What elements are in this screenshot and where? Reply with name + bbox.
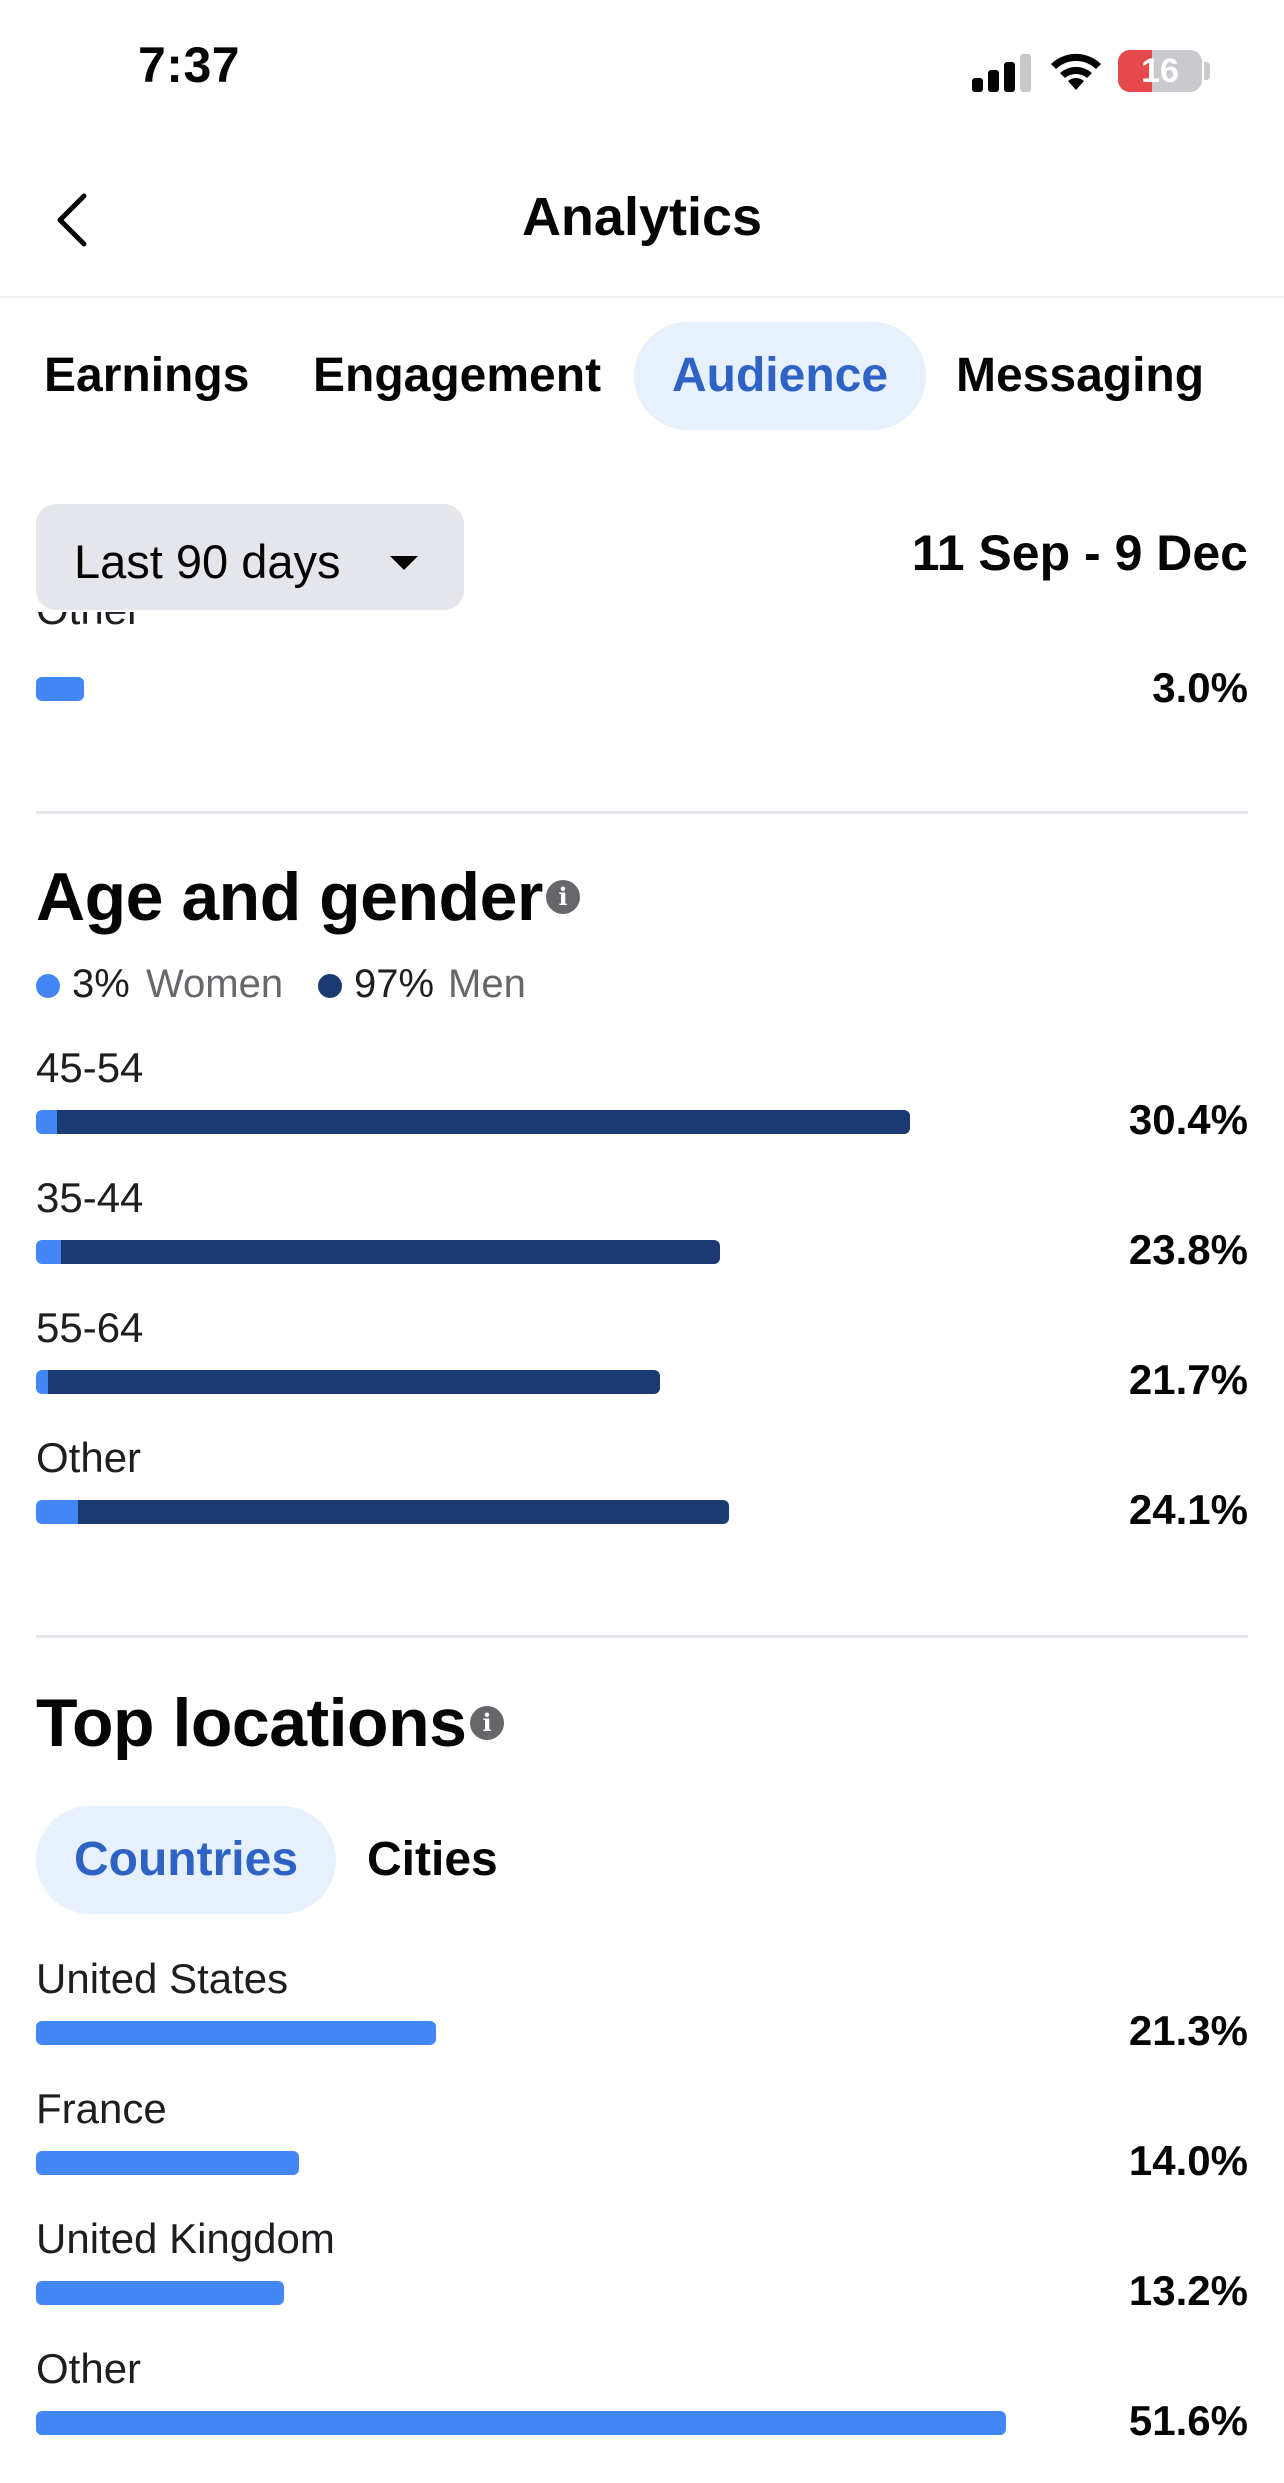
location-row-label: France xyxy=(36,2085,167,2132)
age-row-bar xyxy=(36,1240,720,1264)
women-legend-value: 3% xyxy=(72,962,130,1006)
location-row-percent: 13.2% xyxy=(1128,2267,1248,2314)
age-row-percent: 30.4% xyxy=(1128,1096,1248,1143)
page-title: Analytics xyxy=(521,187,763,247)
age-row-bar xyxy=(36,1370,660,1394)
location-row-percent: 51.6% xyxy=(1128,2397,1248,2444)
wifi-icon xyxy=(1051,53,1101,90)
prev-row-percent: 3.0% xyxy=(1152,664,1248,711)
location-row-bar xyxy=(36,2281,284,2305)
location-row-bar-fill xyxy=(36,2021,436,2045)
age-row-bar-men xyxy=(57,1110,910,1134)
status-time: 7:37 xyxy=(138,37,241,93)
age-row-label: 55-64 xyxy=(36,1304,144,1351)
age-row-label: 45-54 xyxy=(36,1044,144,1091)
age-row-bar xyxy=(36,1110,910,1134)
location-row-label: Other xyxy=(36,2345,142,2392)
age-row-bar-men xyxy=(61,1240,720,1264)
header-divider xyxy=(0,296,1284,298)
location-row-bar-fill xyxy=(36,2411,1006,2435)
tab-engagement[interactable]: Engagement xyxy=(313,349,602,402)
location-row-bar-fill xyxy=(36,2151,299,2175)
top-locations-info-icon[interactable]: i xyxy=(470,1706,504,1740)
age-row-bar-women xyxy=(36,1110,57,1134)
location-row-label: United States xyxy=(36,1955,289,2002)
location-row-bar xyxy=(36,2021,436,2045)
tab-audience[interactable]: Audience xyxy=(634,322,927,430)
tab-earnings[interactable]: Earnings xyxy=(44,349,250,402)
prev-row-bar-fill xyxy=(36,677,84,701)
age-row-bar-men xyxy=(48,1370,660,1394)
age-row-bar-women xyxy=(36,1500,78,1524)
location-row-bar xyxy=(36,2411,1006,2435)
age-row-percent: 24.1% xyxy=(1128,1486,1248,1533)
age-gender-info-icon[interactable]: i xyxy=(546,880,580,914)
caret-down-icon xyxy=(390,556,418,570)
battery-level: 16 xyxy=(1141,52,1179,90)
date-range-text: 11 Sep - 9 Dec xyxy=(911,525,1248,581)
women-legend-label: Women xyxy=(146,962,284,1006)
age-row-bar-women xyxy=(36,1370,48,1394)
men-legend-dot xyxy=(318,974,342,998)
age-gender-title: Age and gender xyxy=(36,859,543,935)
battery-icon: 16 xyxy=(1118,50,1202,92)
age-row-percent: 23.8% xyxy=(1128,1226,1248,1273)
location-row-bar xyxy=(36,2151,299,2175)
prev-section-clipped: Other xyxy=(0,612,1284,652)
battery-tip xyxy=(1204,62,1210,80)
section-divider xyxy=(36,1635,1248,1638)
age-row-bar xyxy=(36,1500,729,1524)
age-row-label: 35-44 xyxy=(36,1174,144,1221)
location-row-bar-fill xyxy=(36,2281,284,2305)
subtab-countries[interactable]: Countries xyxy=(36,1806,337,1914)
age-row-percent: 21.7% xyxy=(1128,1356,1248,1403)
men-legend-value: 97% xyxy=(354,962,435,1006)
age-row-label: Other xyxy=(36,1434,142,1481)
men-legend-label: Men xyxy=(448,962,526,1006)
location-row-percent: 14.0% xyxy=(1128,2137,1248,2184)
back-chevron-icon[interactable] xyxy=(52,190,92,250)
cellular-signal-icon xyxy=(972,52,1032,92)
date-range-dropdown[interactable]: Last 90 days xyxy=(36,504,464,610)
subtab-cities[interactable]: Cities xyxy=(367,1833,498,1886)
age-row-bar-women xyxy=(36,1240,61,1264)
location-row-label: United Kingdom xyxy=(36,2215,335,2262)
location-row-percent: 21.3% xyxy=(1128,2007,1248,2054)
women-legend-dot xyxy=(36,974,60,998)
section-divider xyxy=(36,811,1248,814)
top-locations-title: Top locations xyxy=(36,1685,467,1761)
tab-messaging[interactable]: Messaging xyxy=(956,349,1205,402)
prev-row-bar xyxy=(36,677,84,701)
age-row-bar-men xyxy=(78,1500,729,1524)
prev-row-label: Other xyxy=(36,612,141,634)
date-range-dropdown-label: Last 90 days xyxy=(74,535,341,588)
